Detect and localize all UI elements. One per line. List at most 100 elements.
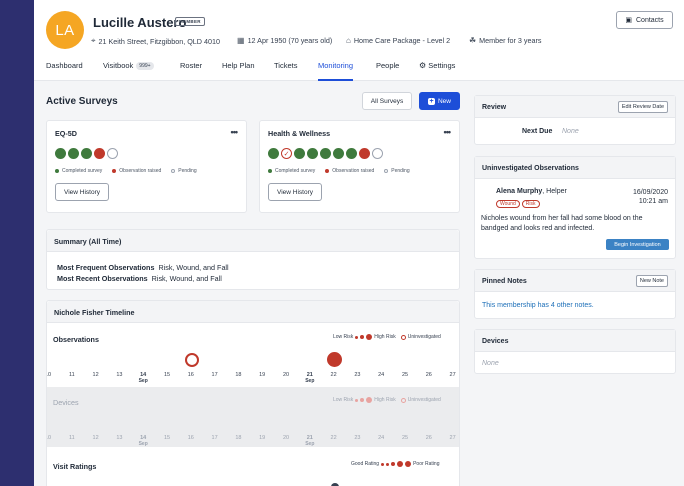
tab-people[interactable]: People — [376, 61, 400, 70]
status-completed[interactable] — [268, 148, 279, 159]
package-text: Home Care Package - Level 2 — [353, 36, 451, 45]
view-history-button[interactable]: View History — [55, 183, 109, 201]
membership-meta: ☘ Member for 3 years — [469, 36, 541, 45]
observation-text: Nicholes wound from her fall had some bl… — [481, 215, 643, 232]
status-completed[interactable] — [320, 148, 331, 159]
visit-rating-marker[interactable] — [331, 483, 339, 486]
observation-timestamp: 16/09/2020 10:21 am — [632, 189, 668, 205]
member-name: Lucille Austero — [93, 15, 187, 30]
low-risk-dot-icon — [355, 398, 359, 402]
app-sidebar — [0, 0, 34, 486]
status-completed[interactable] — [81, 148, 92, 159]
check-icon: ✓ — [283, 150, 290, 158]
rating-legend: Good Rating Poor Rating — [351, 461, 440, 467]
more-options-icon[interactable]: ••• — [230, 127, 239, 137]
timeline-tick: 16 — [187, 435, 194, 441]
all-surveys-button[interactable]: All Surveys — [362, 92, 412, 110]
timeline-card: Nichole Fisher Timeline Observations Low… — [46, 300, 460, 486]
status-observation[interactable] — [94, 148, 105, 159]
rating-dot-icon — [386, 462, 390, 466]
tab-tickets[interactable]: Tickets — [274, 61, 298, 70]
status-observation[interactable] — [359, 148, 370, 159]
timeline-tick: 27 — [449, 435, 456, 441]
summary-row-frequent: Most Frequent Observations Risk, Wound, … — [57, 263, 229, 272]
mid-risk-dot-icon — [360, 398, 365, 402]
new-note-button[interactable]: New Note — [635, 275, 668, 287]
tab-bar: Dashboard Visitbook 999+ Roster Help Plan… — [34, 56, 684, 81]
tab-visitbook[interactable]: Visitbook 999+ — [103, 61, 154, 81]
timeline-header: Nichole Fisher Timeline — [47, 301, 459, 323]
survey-title: EQ-5D — [55, 129, 77, 138]
tab-help-plan[interactable]: Help Plan — [222, 61, 255, 70]
timeline-tick: 25 — [401, 372, 409, 378]
tab-dashboard[interactable]: Dashboard — [46, 61, 83, 70]
status-completed[interactable] — [294, 148, 305, 159]
low-risk-dot-icon — [355, 335, 359, 339]
visit-ratings-label: Visit Ratings — [53, 462, 97, 471]
survey-card-eq5d: EQ-5D ••• Completed survey Observation r… — [46, 120, 247, 213]
timeline-tick: 25 — [401, 435, 409, 441]
devices-label: Devices — [53, 398, 79, 407]
plus-icon: + — [427, 97, 435, 105]
next-due-value: None — [562, 128, 579, 135]
timeline-tick: 21 Sep — [305, 435, 315, 447]
survey-legend: Completed survey Observation raised Pend… — [55, 168, 197, 174]
contacts-icon: ▣ — [625, 17, 632, 24]
survey-status-row — [55, 148, 118, 159]
new-survey-button[interactable]: + New — [419, 92, 460, 110]
pending-dot-icon — [171, 169, 176, 173]
timeline-tick: 21 Sep — [305, 372, 315, 384]
package-meta: ⌂ Home Care Package - Level 2 — [346, 36, 450, 45]
member-badge: MEMBER — [175, 17, 205, 26]
devices-header: Devices — [475, 330, 675, 352]
edit-review-date-button[interactable]: Edit Review Date — [617, 101, 668, 113]
observation-dot-icon — [112, 169, 117, 173]
begin-investigation-button[interactable]: Begin Investigation — [606, 239, 669, 250]
timeline-tick: 17 — [211, 372, 218, 378]
uninvestigated-ring-icon — [400, 397, 406, 403]
status-completed[interactable] — [333, 148, 344, 159]
observation-marker-uninvestigated[interactable] — [185, 353, 199, 367]
timeline-tick: 18 — [235, 372, 242, 378]
status-pending[interactable] — [107, 148, 118, 159]
tab-roster[interactable]: Roster — [180, 61, 203, 70]
address-text: 21 Keith Street, Fitzgibbon, QLD 4010 — [98, 36, 220, 46]
observations-label: Observations — [53, 335, 99, 344]
observation-tags: Wound Risk — [496, 198, 542, 208]
timeline-tick: 12 — [92, 435, 99, 441]
timeline-tick: 19 — [259, 435, 266, 441]
status-completed[interactable] — [68, 148, 79, 159]
status-completed[interactable] — [307, 148, 318, 159]
dob-meta: ▦ 12 Apr 1950 (70 years old) — [237, 36, 332, 45]
pinned-notes-card: Pinned Notes New Note This membership ha… — [474, 269, 676, 319]
status-observation-checked[interactable]: ✓ — [281, 148, 292, 159]
survey-title: Health & Wellness — [268, 129, 331, 138]
profile-header: LA Lucille Austero MEMBER ⌖ 21 Keith Str… — [34, 0, 684, 81]
observation-marker-high-risk[interactable] — [327, 352, 342, 367]
timeline-tick: 24 — [378, 372, 385, 378]
gear-icon: ⚙ — [419, 61, 427, 70]
timeline-tick: 15 — [163, 435, 171, 441]
membership-text: Member for 3 years — [479, 36, 542, 45]
more-options-icon[interactable]: ••• — [443, 127, 452, 137]
timeline-tick: 10 — [47, 372, 52, 378]
pinned-notes-link[interactable]: This membership has 4 other notes. — [482, 302, 594, 309]
contacts-button[interactable]: ▣ Contacts — [616, 11, 673, 29]
completed-dot-icon — [55, 169, 59, 173]
timeline-tick: 18 — [235, 435, 242, 441]
timeline-tick: 15 — [163, 372, 171, 378]
tag-wound: Wound — [496, 200, 520, 208]
tab-monitoring[interactable]: Monitoring — [318, 61, 354, 81]
status-completed[interactable] — [346, 148, 357, 159]
tag-risk: Risk — [521, 200, 540, 208]
devices-card: Devices None — [474, 329, 676, 374]
uninvestigated-header: Uninvestigated Observations — [475, 157, 675, 179]
status-pending[interactable] — [372, 148, 383, 159]
timeline-tick: 20 — [282, 372, 290, 378]
view-history-button[interactable]: View History — [268, 183, 322, 201]
tab-settings[interactable]: ⚙ Settings — [419, 61, 456, 70]
timeline-tick: 27 — [449, 372, 456, 378]
status-completed[interactable] — [55, 148, 66, 159]
timeline-tick: 12 — [92, 372, 99, 378]
